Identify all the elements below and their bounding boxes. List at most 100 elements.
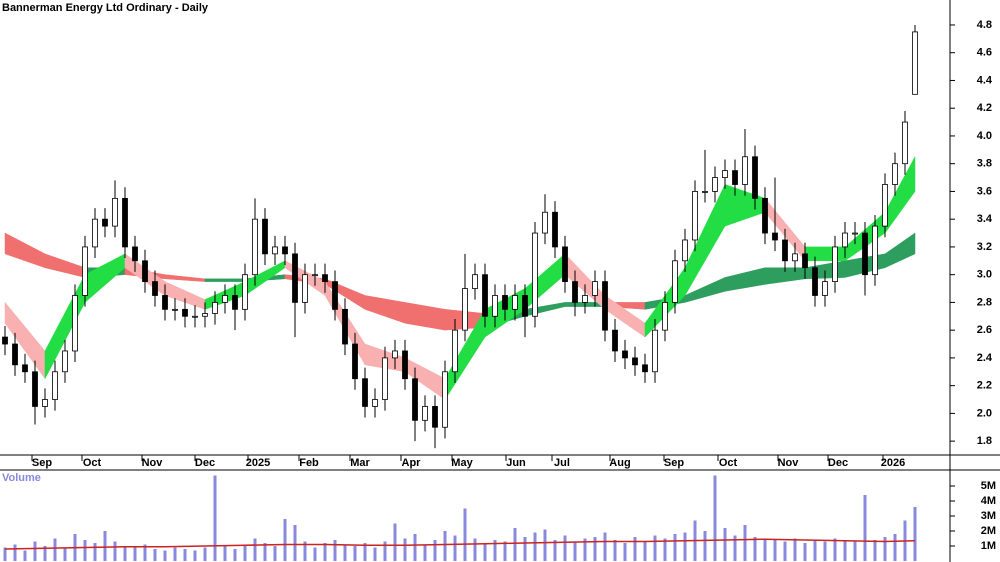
candle-body — [92, 218, 98, 248]
candle-body — [532, 232, 538, 317]
candle-body — [622, 350, 628, 359]
candle-body — [332, 281, 338, 310]
candle-body — [552, 211, 558, 248]
x-tick-label: Dec — [828, 457, 848, 469]
y-tick-label: 2.8 — [977, 296, 992, 308]
volume-bar — [343, 544, 347, 561]
volume-bar — [753, 537, 757, 561]
candle-body — [872, 225, 878, 276]
volume-bar — [533, 532, 537, 561]
volume-bar — [93, 543, 97, 561]
y-tick-label: 3.0 — [977, 269, 992, 281]
volume-bar — [643, 541, 647, 561]
y-tick-label: 4.8 — [977, 19, 992, 31]
candle-body — [192, 315, 198, 318]
x-tick-label: Jun — [506, 457, 526, 469]
candle-body — [322, 274, 328, 283]
ribbon-segment — [804, 246, 846, 262]
volume-bar — [593, 537, 597, 561]
candle-body — [492, 295, 498, 317]
candle-body — [902, 121, 908, 165]
candle-body — [482, 274, 488, 317]
volume-bar — [453, 535, 457, 561]
volume-bar — [913, 507, 917, 561]
candle-body — [292, 253, 298, 303]
candle-body — [312, 274, 318, 277]
candle-body — [472, 274, 478, 289]
candle-body — [392, 350, 398, 359]
candle-body — [172, 308, 178, 311]
candle-body — [822, 281, 828, 296]
candle-body — [602, 281, 608, 331]
volume-tick-label: 3M — [981, 510, 996, 522]
y-tick-label: 4.0 — [977, 130, 992, 142]
x-tick-label: May — [451, 457, 473, 469]
candle-body — [522, 295, 528, 317]
y-tick-label: 2.0 — [977, 407, 992, 419]
volume-bar — [833, 538, 837, 561]
volume-bar — [33, 541, 37, 561]
volume-bar — [233, 549, 237, 561]
volume-bar — [113, 541, 117, 561]
volume-bar — [393, 523, 397, 561]
volume-bar — [763, 538, 767, 561]
volume-bar — [183, 549, 187, 561]
volume-bar — [583, 538, 587, 561]
y-tick-label: 1.8 — [977, 435, 992, 447]
candle-body — [432, 406, 438, 428]
candle-body — [422, 406, 428, 421]
volume-bar — [13, 544, 17, 561]
x-tick-label: 2026 — [881, 457, 905, 469]
volume-bar — [133, 547, 137, 561]
volume-bar — [633, 537, 637, 561]
volume-bar — [433, 540, 437, 561]
volume-bar — [223, 546, 227, 561]
candle-body — [412, 378, 418, 421]
candle-body — [582, 295, 588, 303]
candle-body — [882, 184, 888, 227]
volume-bar — [853, 541, 857, 561]
volume-tick-label: 4M — [981, 495, 996, 507]
x-tick-label: Oct — [719, 457, 738, 469]
chart-title: Bannerman Energy Ltd Ordinary - Daily — [2, 2, 209, 14]
candle-body — [802, 253, 808, 269]
candle-body — [152, 281, 158, 296]
volume-ma — [4, 538, 916, 550]
volume-bar — [773, 540, 777, 561]
volume-bar — [723, 528, 727, 561]
x-tick-label: Oct — [83, 457, 102, 469]
volume-bar — [373, 547, 377, 561]
y-tick-label: 4.4 — [977, 74, 993, 86]
volume-bar — [303, 541, 307, 561]
volume-bar — [423, 544, 427, 561]
candle-body — [672, 260, 678, 303]
candle-body — [102, 218, 108, 227]
volume-bar — [63, 547, 67, 561]
volume-bar — [483, 543, 487, 561]
candle-body — [772, 232, 778, 241]
volume-bar — [873, 540, 877, 561]
volume-bar — [83, 540, 87, 561]
volume-bar — [243, 544, 247, 561]
candle-body — [62, 350, 68, 373]
volume-bar — [503, 541, 507, 561]
x-tick-label: Feb — [299, 457, 319, 469]
candle-body — [22, 364, 28, 373]
volume-label: Volume — [2, 472, 41, 484]
volume-bar — [733, 535, 737, 561]
candle-body — [272, 246, 278, 255]
candle-body — [32, 371, 38, 407]
volume-bar — [893, 534, 897, 561]
candle-body — [612, 329, 618, 352]
candle-body — [912, 31, 918, 95]
volume-bar — [313, 547, 317, 561]
candle-body — [792, 253, 798, 262]
volume-tick-label: 1M — [981, 540, 996, 552]
candle-body — [732, 170, 738, 185]
x-tick-label: 2025 — [246, 457, 270, 469]
volume-bar — [803, 543, 807, 561]
candle-body — [462, 288, 468, 331]
candle-body — [862, 232, 868, 276]
